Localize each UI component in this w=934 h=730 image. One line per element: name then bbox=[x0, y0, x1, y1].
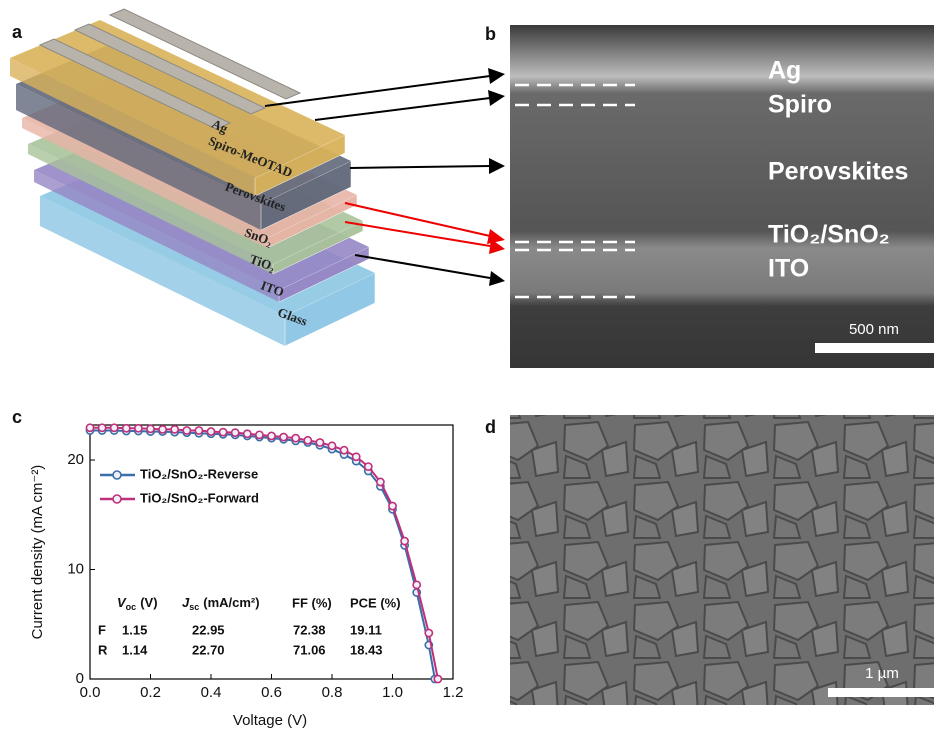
y-tick-label: 10 bbox=[67, 560, 84, 577]
data-point bbox=[195, 427, 202, 434]
figure: a Ag Spiro-MeOTAD Perovskites SnO₂ TiO₂ … bbox=[0, 0, 934, 730]
data-point bbox=[256, 431, 263, 438]
data-point bbox=[280, 433, 287, 440]
legend-label: TiO₂/SnO₂-Reverse bbox=[140, 466, 258, 481]
panel-letter: c bbox=[12, 407, 22, 427]
table-cell: 1.14 bbox=[122, 642, 148, 657]
data-point bbox=[99, 424, 106, 431]
table-header: Voc(V) bbox=[117, 595, 158, 612]
sem-top-view bbox=[510, 415, 934, 705]
data-point bbox=[328, 442, 335, 449]
table-cell: F bbox=[98, 622, 106, 637]
data-point bbox=[86, 424, 93, 431]
table-cell: 18.43 bbox=[350, 642, 383, 657]
x-axis-label: Voltage (V) bbox=[233, 712, 307, 729]
table-cell: 22.70 bbox=[192, 642, 225, 657]
table-cell: 22.95 bbox=[192, 622, 225, 637]
data-point bbox=[389, 502, 396, 509]
sem-label: ITO bbox=[768, 255, 809, 283]
data-point bbox=[292, 435, 299, 442]
table-header: PCE (%) bbox=[350, 595, 401, 610]
table-header: FF (%) bbox=[292, 595, 332, 610]
legend-marker bbox=[113, 471, 121, 479]
data-point bbox=[365, 463, 372, 470]
panel-a bbox=[10, 9, 375, 346]
data-point bbox=[207, 428, 214, 435]
scale-bar-label: 500 nm bbox=[849, 321, 899, 338]
table-cell: 72.38 bbox=[293, 622, 326, 637]
table-cell: 1.15 bbox=[122, 622, 147, 637]
data-point bbox=[171, 426, 178, 433]
y-tick-label: 0 bbox=[76, 670, 84, 687]
data-point bbox=[413, 581, 420, 588]
data-point bbox=[111, 424, 118, 431]
scale-bar bbox=[828, 688, 934, 697]
table-cell: R bbox=[98, 642, 108, 657]
data-point bbox=[123, 425, 130, 432]
x-tick-label: 0.6 bbox=[261, 684, 282, 701]
data-point bbox=[135, 425, 142, 432]
table-header-part: oc bbox=[126, 602, 137, 612]
sem-label: Ag bbox=[768, 57, 801, 85]
data-point bbox=[341, 447, 348, 454]
scale-bar bbox=[815, 343, 934, 353]
legend-marker bbox=[113, 495, 121, 503]
plot-frame bbox=[90, 425, 453, 679]
panel-letter: d bbox=[485, 417, 496, 437]
y-tick-label: 20 bbox=[67, 451, 84, 468]
data-point bbox=[434, 675, 441, 682]
data-point bbox=[232, 429, 239, 436]
data-point bbox=[304, 437, 311, 444]
data-point bbox=[244, 430, 251, 437]
panel-letter: b bbox=[485, 24, 496, 44]
table-header-part: sc bbox=[189, 602, 199, 612]
sem-label: Spiro bbox=[768, 91, 832, 119]
data-point bbox=[316, 439, 323, 446]
data-point bbox=[159, 426, 166, 433]
series-line bbox=[90, 428, 438, 679]
x-tick-label: 0.4 bbox=[201, 684, 222, 701]
sem-label: TiO₂/SnO₂ bbox=[768, 221, 890, 249]
data-point bbox=[353, 453, 360, 460]
data-point bbox=[425, 629, 432, 636]
scale-bar-label: 1 µm bbox=[865, 665, 899, 682]
x-tick-label: 1.0 bbox=[382, 684, 403, 701]
data-point bbox=[401, 537, 408, 544]
table-header: Jsc(mA/cm²) bbox=[182, 595, 260, 612]
panel-letter: a bbox=[12, 22, 23, 42]
legend-label: TiO₂/SnO₂-Forward bbox=[140, 490, 259, 505]
x-tick-label: 0.2 bbox=[140, 684, 161, 701]
data-point bbox=[183, 427, 190, 434]
data-point bbox=[220, 429, 227, 436]
sem-label: Perovskites bbox=[768, 158, 908, 186]
data-point bbox=[377, 478, 384, 485]
table-cell: 19.11 bbox=[350, 622, 382, 637]
x-tick-label: 1.2 bbox=[443, 684, 464, 701]
data-point bbox=[268, 432, 275, 439]
x-tick-label: 0.8 bbox=[322, 684, 343, 701]
table-cell: 71.06 bbox=[293, 642, 326, 657]
table-header-part: (V) bbox=[140, 595, 157, 610]
table-header-part: (mA/cm²) bbox=[203, 595, 259, 610]
y-axis-label: Current density (mA cm⁻²) bbox=[29, 465, 46, 640]
sem-cross-section bbox=[510, 25, 934, 368]
data-point bbox=[147, 425, 154, 432]
